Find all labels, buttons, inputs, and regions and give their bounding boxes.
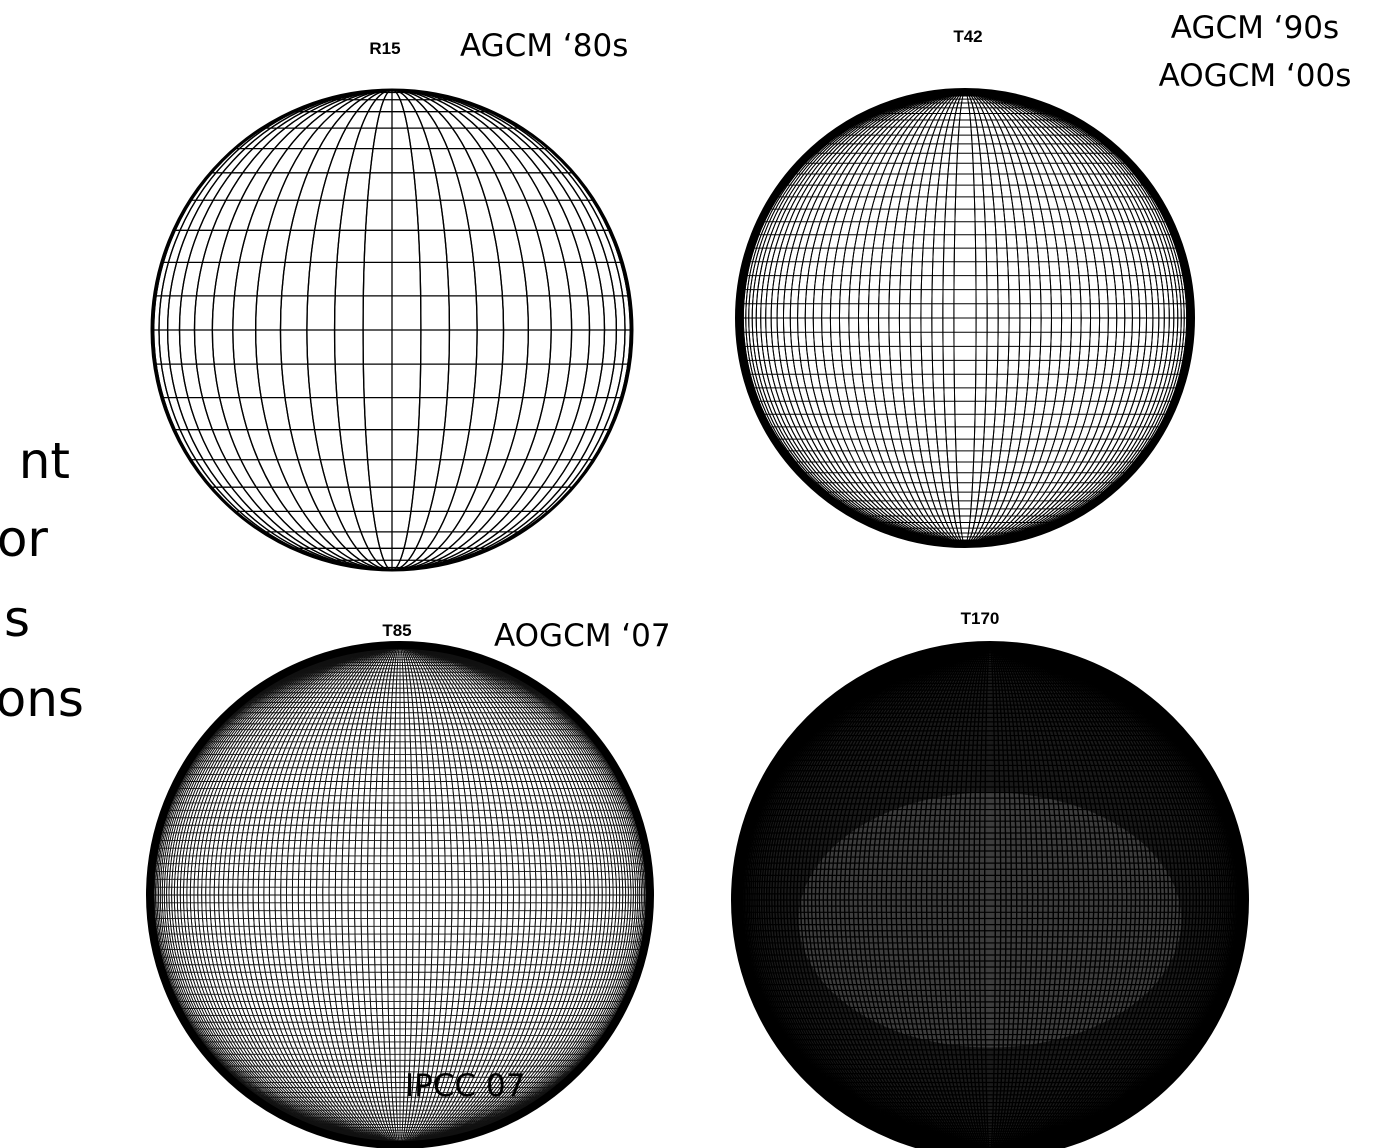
side-text: s [4,590,30,648]
side-text: ons [0,670,84,728]
globe [739,92,1191,544]
model-note: AGCM ‘90s [1171,10,1339,46]
resolution-label: T170 [961,609,1000,628]
model-note: AOGCM ‘00s [1159,58,1352,94]
texture [799,793,1182,1048]
globe [152,90,632,570]
side-text: nt [19,432,70,490]
globe [735,645,1245,1148]
model-note: AOGCM ‘07 [494,618,671,654]
globes [150,90,1245,1148]
side-text: or [0,510,48,568]
source-note: IPCC 07 [405,1068,525,1104]
resolution-label: R15 [369,39,400,58]
resolution-label: T42 [953,27,982,46]
globe [150,645,650,1145]
model-note: AGCM ‘80s [460,28,628,64]
slide: nt or s ons R15 AGCM ‘80s T42 AGCM ‘90s … [0,0,1383,1148]
resolution-label: T85 [382,621,411,640]
